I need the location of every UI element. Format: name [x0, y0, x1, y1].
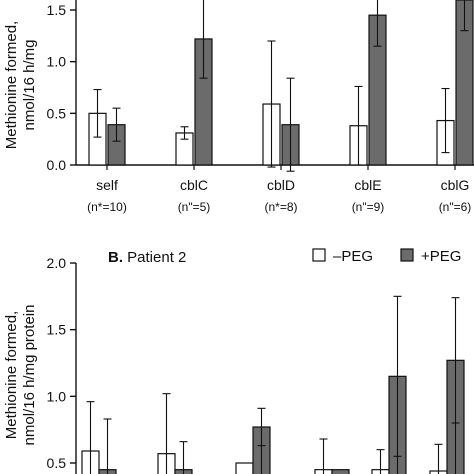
- error-bar-minus-peg: [376, 449, 385, 474]
- panel-b: B. Patient 2 –PEG +PEG Methionine formed…: [3, 248, 465, 474]
- bar-plus-peg: [455, 0, 474, 166]
- error-bar-minus-peg: [434, 443, 443, 474]
- y-tick-label: 0.5: [47, 455, 67, 471]
- y-axis-label-line-2: nmol/16 h/mg protein: [21, 305, 38, 446]
- x-tick-label: cblD: [267, 177, 295, 193]
- y-axis-label-line-2: nmol/16 h/mg: [21, 40, 38, 131]
- legend-swatch-minus-peg: [312, 248, 326, 262]
- error-bar-minus-peg: [354, 85, 363, 166]
- panel-a-bars: [88, 0, 474, 172]
- error-bar-plus-peg: [179, 441, 188, 474]
- error-bar-minus-peg: [93, 89, 102, 138]
- y-tick-label: 1.5: [47, 322, 67, 338]
- panel-a-axes: 0.0 0.5 1.0 1.5: [47, 0, 474, 173]
- panel-b-title: B. Patient 2: [108, 249, 186, 266]
- x-tick-label: cblG: [441, 177, 470, 193]
- error-bar-plus-peg: [103, 418, 112, 474]
- panel-b-title-text: Patient 2: [123, 249, 186, 266]
- bar-plus-peg: [331, 469, 350, 474]
- error-bar-minus-peg: [441, 87, 450, 154]
- y-tick-label: 2.0: [47, 255, 67, 271]
- legend-label-minus-peg: –PEG: [333, 248, 373, 265]
- error-bar-plus-peg: [286, 77, 295, 172]
- panel-b-axes: 0.5 1.0 1.5 2.0: [47, 255, 77, 474]
- sample-size-label: (n*=8): [264, 200, 297, 214]
- y-tick-label: 1.0: [47, 54, 67, 70]
- sample-size-label: (n"=9): [352, 200, 385, 214]
- error-bar-plus-peg: [257, 407, 266, 474]
- error-bar-minus-peg: [267, 40, 276, 168]
- x-tick-label: self: [96, 177, 118, 193]
- y-axis-label-line-1: Methionine formed,: [3, 21, 20, 149]
- error-bar-plus-peg: [373, 0, 382, 47]
- sample-size-label: (n*=10): [87, 200, 127, 214]
- error-bar-plus-peg: [199, 0, 208, 79]
- y-tick-label: 0.5: [47, 105, 67, 121]
- legend-swatch-plus-peg: [400, 248, 414, 262]
- error-bar-minus-peg: [86, 401, 95, 474]
- y-axis-label-line-1: Methionine formed,: [3, 311, 20, 439]
- error-bar-plus-peg: [393, 295, 402, 474]
- error-bar-plus-peg: [451, 297, 460, 474]
- sample-size-label: (n"=5): [178, 200, 211, 214]
- bar-minus-peg: [235, 462, 254, 474]
- sample-size-label: (n"=6): [439, 200, 472, 214]
- error-bar-minus-peg: [319, 438, 328, 474]
- error-bar-minus-peg: [180, 126, 189, 140]
- y-tick-label: 0.0: [47, 157, 67, 173]
- y-tick-label: 1.0: [47, 388, 67, 404]
- error-bar-plus-peg: [112, 107, 121, 142]
- panel-b-bars: [81, 295, 465, 474]
- x-tick-label: cblC: [180, 177, 208, 193]
- error-bar-minus-peg: [162, 393, 171, 474]
- legend-label-plus-peg: +PEG: [421, 248, 461, 265]
- legend: –PEG +PEG: [312, 248, 461, 265]
- panel-b-title-letter: B.: [108, 249, 123, 266]
- y-tick-label: 1.5: [47, 2, 67, 18]
- error-bar-plus-peg: [460, 0, 469, 32]
- panel-a-categories: self (n*=10) cblC (n"=5) cblD (n*=8) cblE (n"=9…: [87, 165, 471, 214]
- x-tick-label: cblE: [354, 177, 381, 193]
- panel-a: Methionine formed, nmol/16 h/mg 0.0 0.5 1.…: [3, 0, 474, 214]
